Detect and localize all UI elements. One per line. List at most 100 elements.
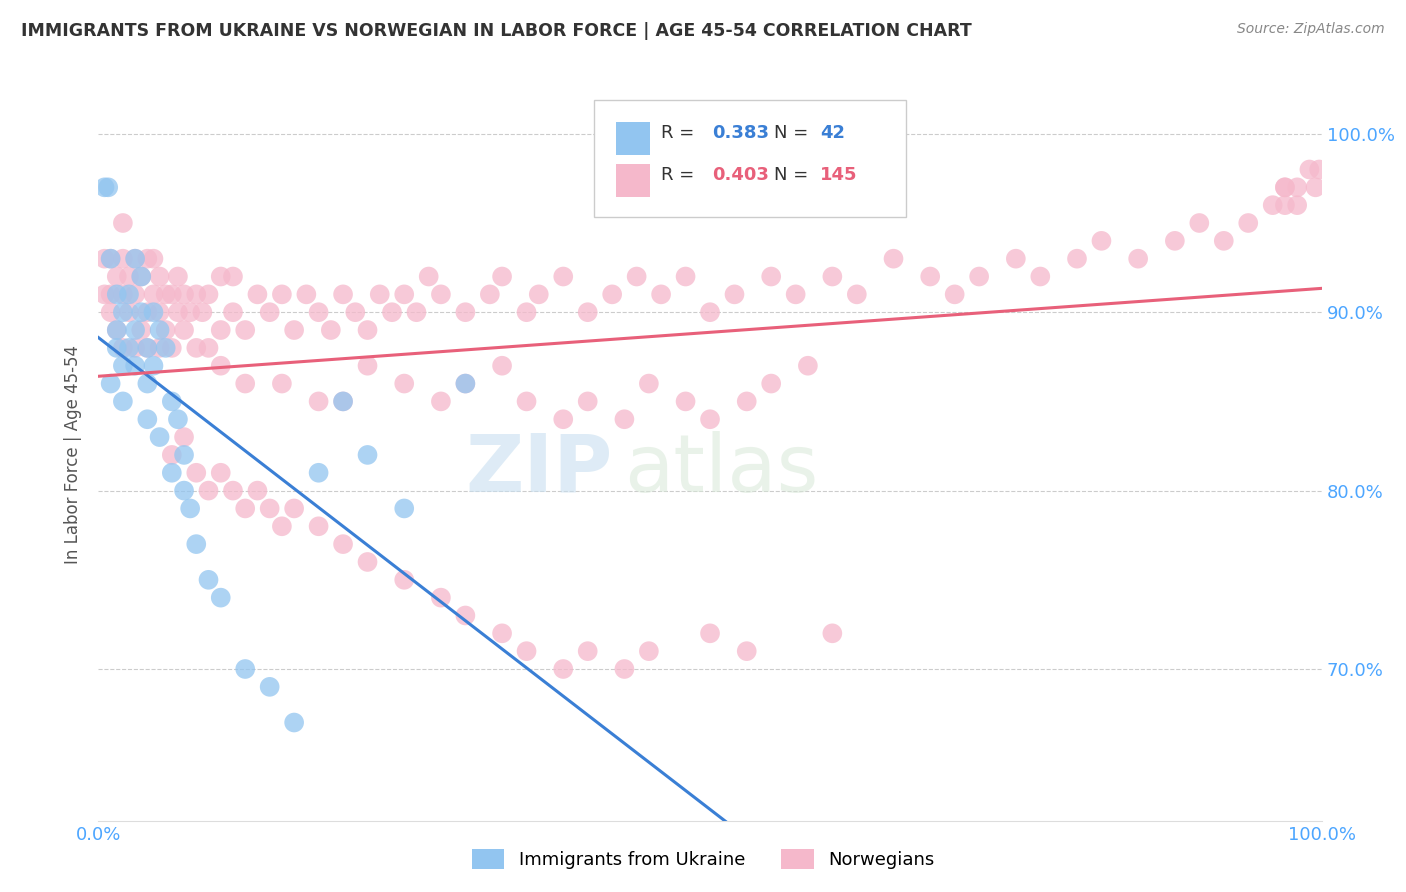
Point — [179, 305, 201, 319]
Point — [1298, 162, 1320, 177]
Point — [418, 269, 440, 284]
Point — [160, 394, 183, 409]
Point — [454, 376, 477, 391]
Point — [1274, 198, 1296, 212]
Point — [553, 662, 575, 676]
Point — [149, 341, 172, 355]
Point — [785, 287, 807, 301]
Point — [173, 287, 195, 301]
Point — [246, 287, 269, 301]
Point — [173, 430, 195, 444]
Point — [259, 501, 281, 516]
Point — [129, 269, 152, 284]
Point — [136, 412, 159, 426]
Point — [600, 287, 623, 301]
Point — [1237, 216, 1260, 230]
Point — [332, 394, 354, 409]
Point — [883, 252, 905, 266]
Text: ZIP: ZIP — [465, 431, 612, 508]
Point — [197, 287, 219, 301]
Point — [430, 394, 453, 409]
Point — [93, 180, 115, 194]
Point — [186, 341, 208, 355]
Point — [209, 359, 232, 373]
Point — [943, 287, 966, 301]
Point — [283, 501, 305, 516]
Point — [167, 412, 190, 426]
Point — [381, 305, 404, 319]
Point — [124, 252, 146, 266]
Y-axis label: In Labor Force | Age 45-54: In Labor Force | Age 45-54 — [65, 345, 83, 565]
Point — [1188, 216, 1211, 230]
Point — [344, 305, 367, 319]
Point — [1164, 234, 1187, 248]
Point — [845, 287, 868, 301]
Point — [105, 323, 128, 337]
Point — [626, 269, 648, 284]
Point — [613, 662, 636, 676]
Text: 145: 145 — [820, 166, 858, 184]
Text: IMMIGRANTS FROM UKRAINE VS NORWEGIAN IN LABOR FORCE | AGE 45-54 CORRELATION CHAR: IMMIGRANTS FROM UKRAINE VS NORWEGIAN IN … — [21, 22, 972, 40]
Point — [100, 252, 122, 266]
Text: R =: R = — [661, 166, 700, 184]
Point — [735, 394, 758, 409]
Point — [723, 287, 745, 301]
Point — [1090, 234, 1112, 248]
Point — [553, 412, 575, 426]
Point — [160, 466, 183, 480]
Point — [160, 341, 183, 355]
Point — [1286, 198, 1309, 212]
Point — [197, 341, 219, 355]
Point — [761, 376, 783, 391]
Point — [233, 501, 256, 516]
Point — [699, 412, 721, 426]
Point — [515, 305, 537, 319]
Point — [186, 466, 208, 480]
Point — [1305, 180, 1327, 194]
Point — [105, 269, 128, 284]
Point — [1274, 180, 1296, 194]
Point — [111, 305, 134, 319]
Point — [149, 323, 172, 337]
Point — [124, 341, 146, 355]
Point — [270, 519, 294, 533]
Point — [149, 269, 172, 284]
Point — [209, 269, 232, 284]
Point — [118, 305, 141, 319]
Point — [246, 483, 269, 498]
Point — [222, 305, 245, 319]
Point — [356, 555, 378, 569]
Point — [97, 180, 120, 194]
Point — [142, 287, 165, 301]
Point — [1308, 162, 1330, 177]
Point — [430, 287, 453, 301]
Point — [454, 608, 477, 623]
Point — [392, 376, 416, 391]
Point — [222, 269, 245, 284]
Point — [1261, 198, 1284, 212]
Point — [93, 252, 115, 266]
Point — [283, 323, 305, 337]
Point — [129, 305, 152, 319]
Point — [308, 466, 330, 480]
Point — [124, 287, 146, 301]
Point — [155, 323, 177, 337]
Point — [283, 715, 305, 730]
Point — [111, 252, 134, 266]
Point — [259, 680, 281, 694]
Point — [650, 287, 672, 301]
Point — [270, 376, 294, 391]
Point — [100, 252, 122, 266]
Point — [160, 287, 183, 301]
Point — [173, 323, 195, 337]
Point — [761, 269, 783, 284]
Point — [111, 341, 134, 355]
FancyBboxPatch shape — [593, 100, 905, 218]
Point — [821, 269, 844, 284]
Point — [821, 626, 844, 640]
Point — [149, 305, 172, 319]
Point — [209, 591, 232, 605]
FancyBboxPatch shape — [616, 122, 650, 155]
Point — [259, 305, 281, 319]
Point — [576, 394, 599, 409]
